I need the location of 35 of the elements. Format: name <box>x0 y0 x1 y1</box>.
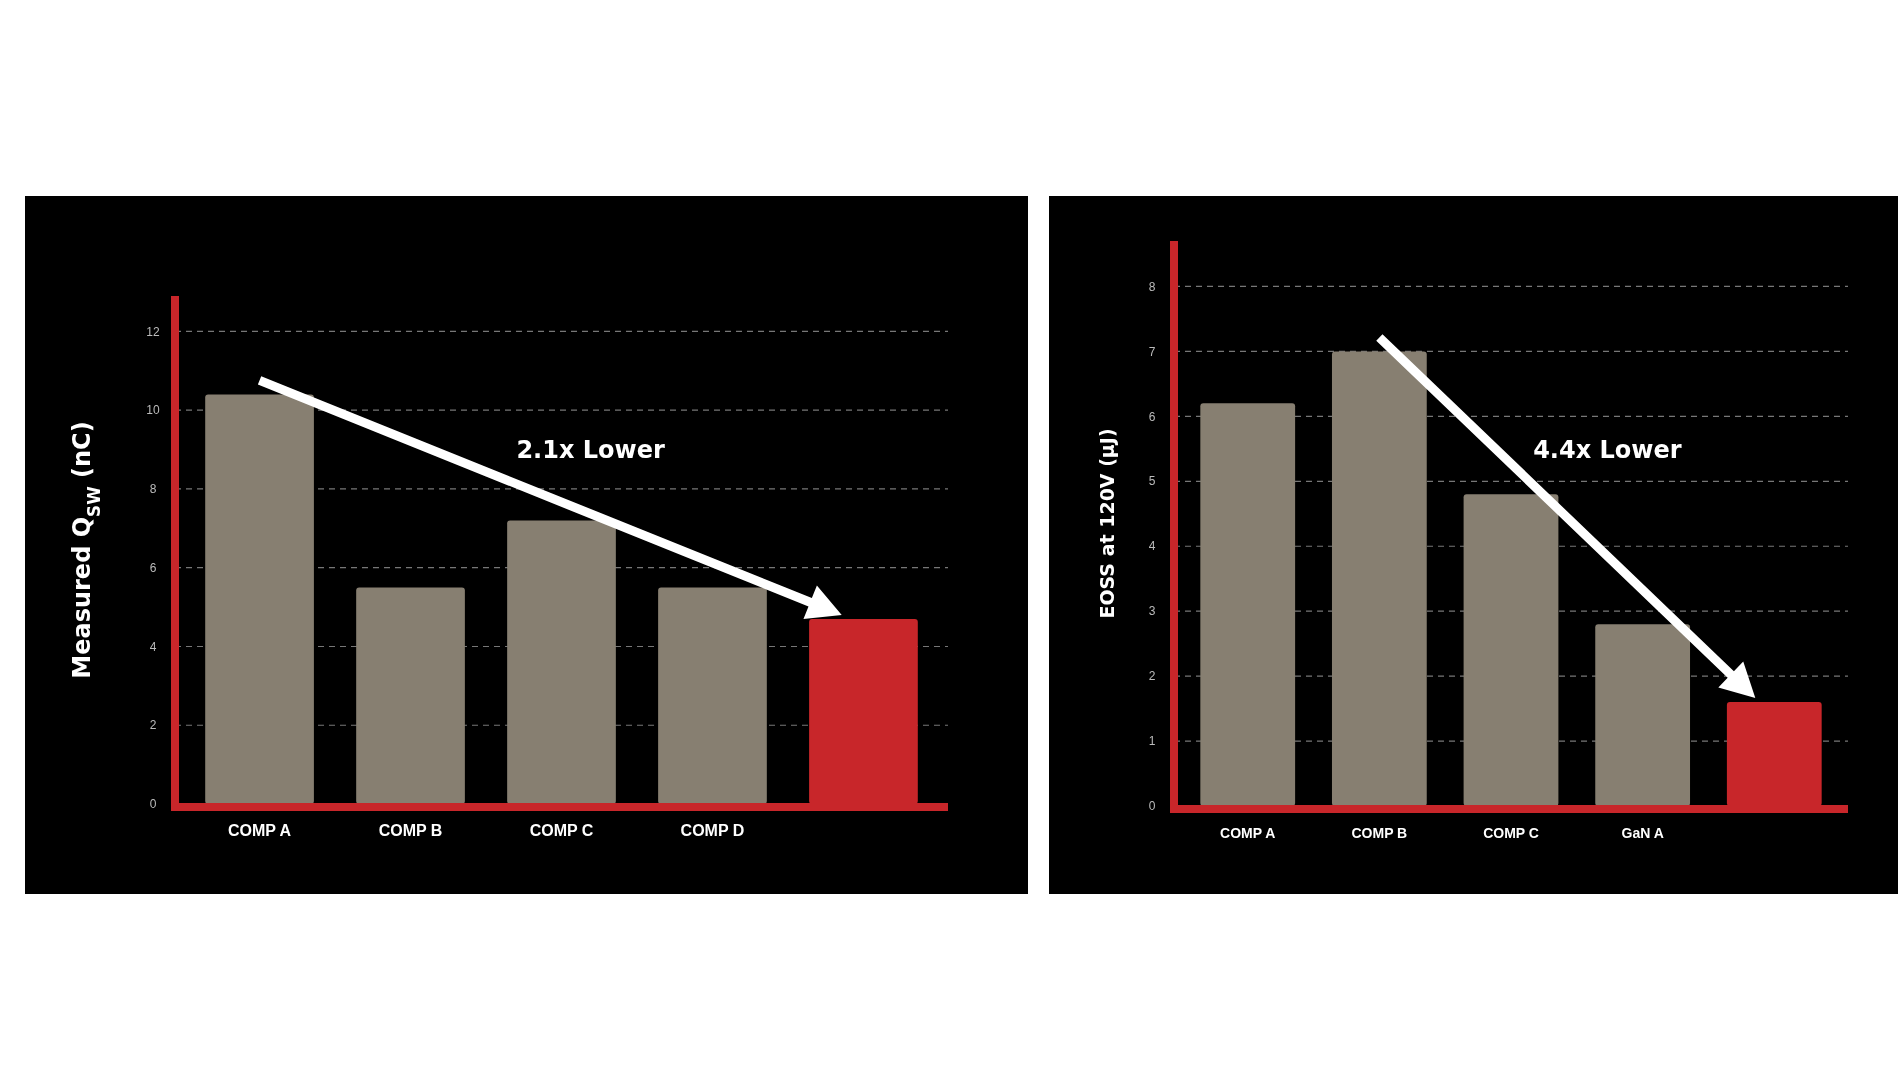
x-tick-label: COMP B <box>1351 825 1408 841</box>
x-tick-label: COMP D <box>680 822 745 839</box>
y-tick-label: 8 <box>149 482 157 497</box>
annotation: 2.1x Lower <box>516 435 665 464</box>
x-tick-label: COMP B <box>378 822 443 839</box>
x-tick-label: COMP A <box>1220 825 1276 841</box>
y-tick-label: 4 <box>149 639 157 654</box>
y-tick-label: 8 <box>1148 279 1156 294</box>
y-tick-label: 2 <box>149 718 157 733</box>
y-tick-label: 6 <box>1148 409 1156 424</box>
bar <box>658 587 767 804</box>
bar <box>1331 351 1427 806</box>
x-tick-label: COMP C <box>1483 825 1539 841</box>
y-tick-label: 0 <box>149 797 157 812</box>
y-tick-label: 6 <box>149 560 157 575</box>
x-tick-label: COMP C <box>529 822 594 839</box>
y-tick-label: 1 <box>1148 734 1156 749</box>
y-tick-label: 7 <box>1148 344 1156 359</box>
bar <box>205 394 314 804</box>
y-tick-label: 5 <box>1148 474 1156 489</box>
annotation: 4.4x Lower <box>1533 435 1682 464</box>
y-tick-label: 4 <box>1148 539 1156 554</box>
y-axis-title: EOSS at 120V (µJ) <box>1096 428 1118 619</box>
y-tick-label: 10 <box>146 403 160 418</box>
y-tick-label: 2 <box>1148 669 1156 684</box>
y-tick-label: 0 <box>1148 799 1156 814</box>
bar <box>356 587 465 804</box>
bar <box>1595 624 1691 806</box>
x-tick-label: GaN A <box>1621 825 1664 841</box>
bar <box>1200 403 1296 806</box>
x-tick-label: COMP A <box>227 822 292 839</box>
y-tick-label: 12 <box>146 324 160 339</box>
y-tick-label: 3 <box>1148 604 1156 619</box>
bar <box>507 520 616 804</box>
bar <box>1463 494 1559 806</box>
